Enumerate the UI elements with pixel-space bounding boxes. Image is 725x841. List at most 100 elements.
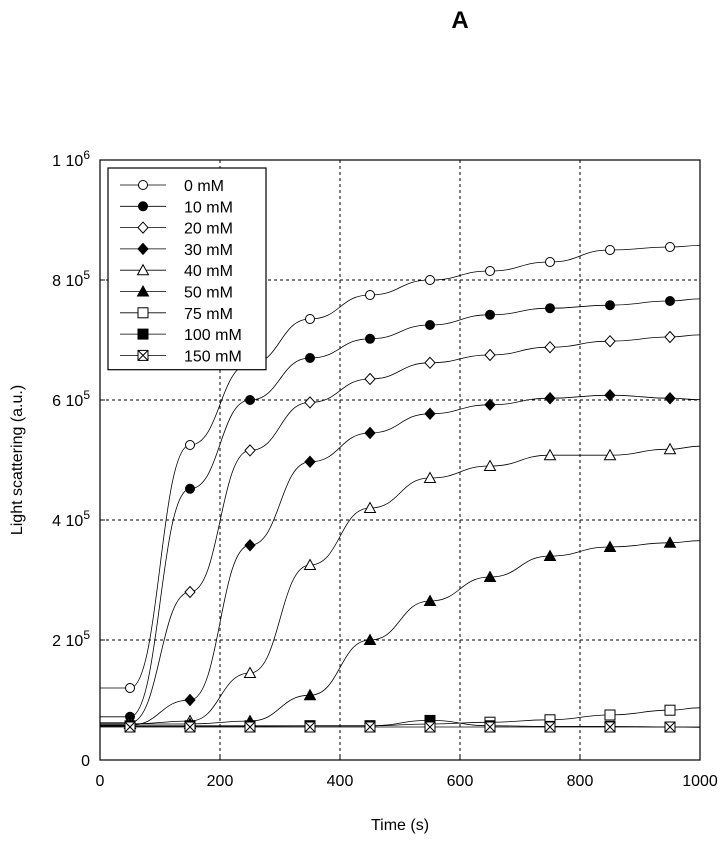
data-point-150-mm — [604, 721, 616, 733]
data-point-0-mm — [605, 245, 615, 255]
data-point-0-mm — [185, 440, 195, 450]
data-point-40-mm — [363, 501, 377, 513]
data-point-50-mm — [423, 594, 437, 606]
data-point-20-mm — [364, 372, 376, 386]
legend-label-10-mm: 10 mM — [184, 199, 233, 216]
legend-marker-100-mm — [137, 328, 149, 340]
data-point-20-mm — [424, 356, 436, 370]
data-point-30-mm — [304, 455, 316, 469]
data-point-150-mm — [364, 721, 376, 733]
data-point-0-mm — [665, 242, 675, 252]
data-point-20-mm — [304, 396, 316, 409]
data-point-30-mm — [544, 391, 556, 405]
data-point-20-mm — [604, 334, 616, 348]
legend-marker-10-mm — [138, 201, 148, 212]
legend-marker-20-mm — [137, 221, 149, 234]
legend-box — [107, 167, 267, 371]
data-point-0-mm — [485, 266, 495, 276]
y-tick-label: 4 105 — [52, 508, 90, 530]
data-point-0-mm — [125, 683, 135, 693]
data-point-0-mm — [305, 314, 315, 324]
data-point-10-mm — [365, 333, 375, 344]
series-line-0-mm — [99, 245, 701, 689]
data-point-40-mm — [243, 666, 257, 678]
data-point-30-mm — [664, 391, 676, 405]
data-point-0-mm — [365, 290, 375, 300]
legend-marker-75-mm — [137, 307, 149, 319]
legend-label-75-mm: 75 mM — [184, 306, 233, 323]
data-point-10-mm — [665, 296, 675, 306]
data-point-50-mm — [543, 549, 557, 561]
legend-label-50-mm: 50 mM — [184, 285, 233, 302]
data-point-20-mm — [244, 444, 256, 457]
data-point-40-mm — [303, 558, 317, 570]
y-tick-label: 2 105 — [52, 628, 90, 650]
data-point-50-mm — [603, 540, 617, 552]
data-point-30-mm — [604, 388, 616, 402]
x-tick-label: 0 — [96, 773, 105, 790]
data-point-75-mm — [604, 709, 616, 721]
x-tick-label: 800 — [567, 773, 594, 790]
data-point-10-mm — [605, 300, 615, 311]
y-tick-label: 0 — [81, 753, 90, 770]
data-point-40-mm — [423, 471, 437, 483]
data-point-30-mm — [364, 426, 376, 440]
legend-label-40-mm: 40 mM — [184, 263, 233, 280]
data-point-150-mm — [244, 721, 256, 733]
legend-marker-50-mm — [136, 284, 150, 297]
data-point-50-mm — [363, 633, 377, 645]
legend: 0 mM 10 mM 20 mM 30 mM 40 mM 50 mM 75 mM 100 mM… — [107, 167, 267, 371]
axis-ticks: 0 200 400 600 800 1000 0 2 105 4 105 6 105 8 105 1 … — [52, 148, 718, 790]
data-point-30-mm — [424, 407, 436, 421]
data-point-40-mm — [483, 459, 497, 471]
y-tick-label: 8 105 — [52, 268, 90, 290]
data-point-150-mm — [424, 721, 436, 733]
data-point-150-mm — [124, 721, 136, 733]
plot-frame — [99, 159, 701, 761]
y-tick-label: 6 105 — [52, 388, 90, 410]
legend-label-150-mm: 150 mM — [184, 348, 242, 365]
grid-lines — [100, 160, 700, 760]
data-point-150-mm — [484, 721, 496, 733]
y-axis-title: Light scattering (a.u.) — [9, 385, 26, 535]
legend-label-0-mm: 0 mM — [184, 178, 224, 195]
data-point-150-mm — [184, 721, 196, 733]
data-point-20-mm — [544, 340, 556, 354]
legend-marker-0-mm — [138, 180, 148, 190]
data-point-10-mm — [185, 483, 195, 494]
data-point-50-mm — [303, 688, 317, 701]
legend-label-100-mm: 100 mM — [184, 327, 242, 344]
panel-label: A — [451, 7, 468, 34]
data-point-50-mm — [483, 570, 497, 582]
data-point-10-mm — [425, 320, 435, 330]
data-point-150-mm — [304, 721, 316, 733]
legend-marker-150-mm — [137, 349, 149, 361]
x-tick-label: 600 — [447, 773, 474, 790]
x-tick-label: 1000 — [682, 773, 718, 790]
data-point-30-mm — [244, 538, 256, 552]
data-point-10-mm — [305, 353, 315, 363]
data-point-10-mm — [485, 309, 495, 320]
data-point-40-mm — [543, 448, 557, 461]
legend-marker-40-mm — [136, 263, 150, 276]
data-point-40-mm — [603, 448, 617, 461]
data-point-20-mm — [484, 348, 496, 362]
x-tick-label: 200 — [207, 773, 234, 790]
data-point-20-mm — [184, 585, 196, 599]
y-tick-label: 1 106 — [52, 148, 90, 170]
x-tick-label: 400 — [327, 773, 354, 790]
data-point-0-mm — [425, 275, 435, 285]
data-point-50-mm — [663, 536, 677, 548]
legend-label-30-mm: 30 mM — [184, 242, 233, 259]
data-point-10-mm — [545, 303, 555, 314]
data-point-150-mm — [544, 721, 556, 733]
data-point-30-mm — [184, 693, 196, 707]
data-point-20-mm — [664, 330, 676, 344]
x-axis-title: Time (s) — [371, 817, 429, 834]
data-point-75-mm — [664, 704, 676, 716]
legend-marker-30-mm — [137, 242, 149, 256]
data-point-10-mm — [245, 395, 255, 405]
data-point-30-mm — [484, 398, 496, 412]
data-point-150-mm — [664, 721, 676, 733]
